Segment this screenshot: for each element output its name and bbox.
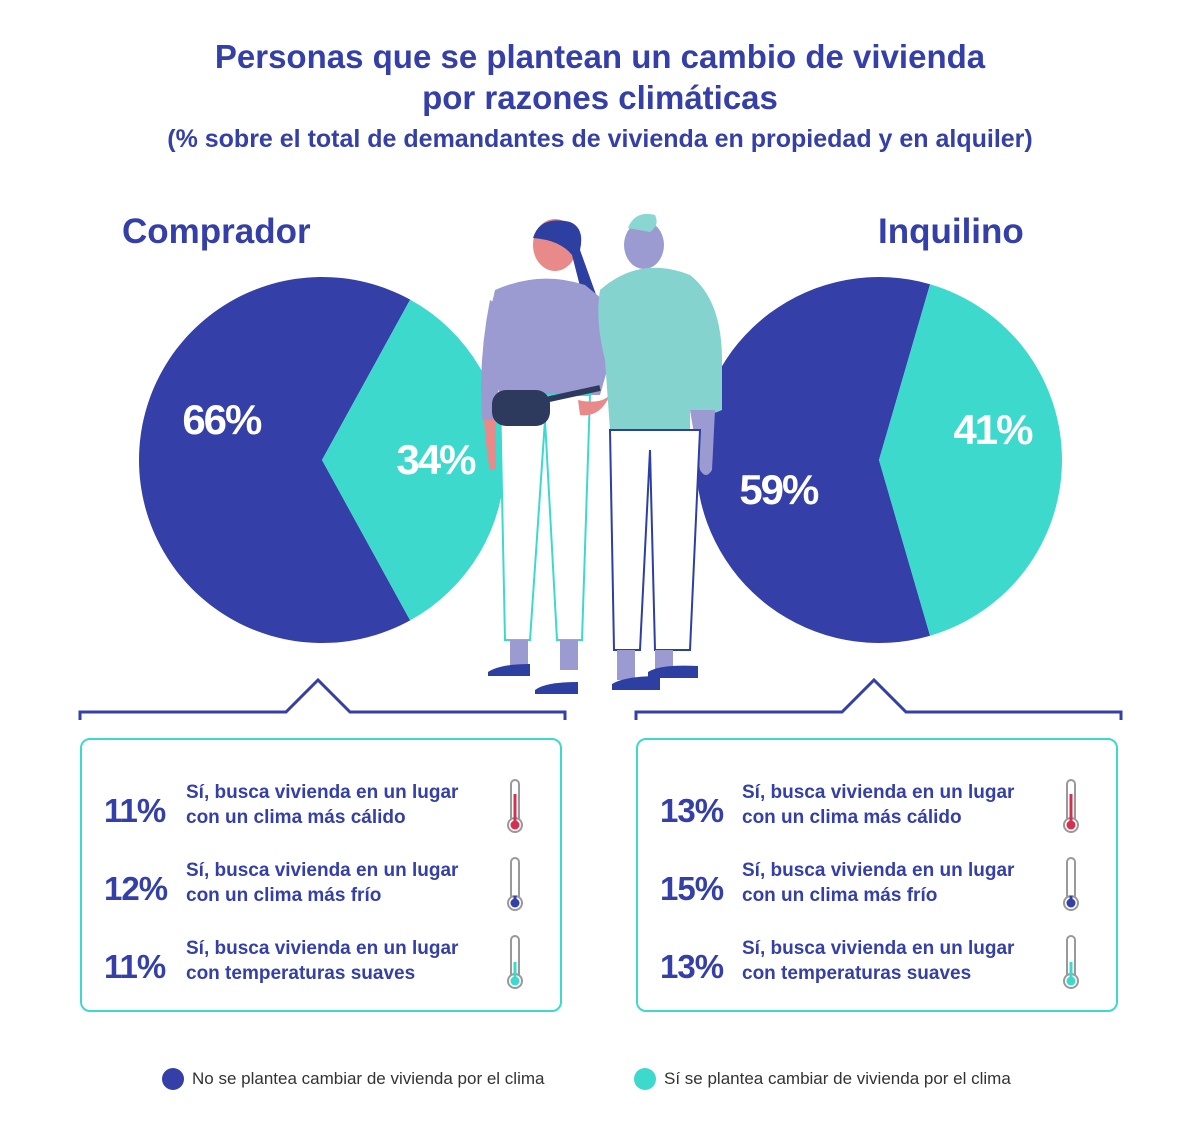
- breakdown-text-line1: Sí, busca vivienda en un lugar: [742, 938, 1015, 959]
- thermometer-cold-icon: [1060, 856, 1082, 917]
- pie-label-si: 41%: [953, 406, 1033, 453]
- breakdown-text: Sí, busca vivienda en un lugar con temper…: [742, 936, 1052, 986]
- breakdown-text-line2: con un clima más frío: [742, 885, 938, 906]
- breakdown-row: 13% Sí, busca vivienda en un lugar con tem…: [638, 934, 1116, 996]
- breakdown-text-line2: con un clima más cálido: [186, 807, 406, 828]
- bracket-inquilino: [634, 677, 1123, 720]
- thermometer-mild-icon: [504, 934, 526, 995]
- breakdown-text: Sí, busca vivienda en un lugar con un cli…: [186, 858, 496, 908]
- pie-slice-no: [696, 276, 931, 643]
- breakdown-percent: 12%: [104, 870, 168, 907]
- thermometer-warm-icon: [504, 778, 526, 839]
- person-right-illustration: [598, 213, 722, 690]
- pie-title-inquilino: Inquilino: [878, 212, 1024, 251]
- breakdown-row: 15% Sí, busca vivienda en un lugar con un …: [638, 856, 1116, 918]
- breakdown-text: Sí, busca vivienda en un lugar con un cli…: [742, 858, 1052, 908]
- thermometer-mild-icon: [1060, 934, 1082, 995]
- breakdown-text-line2: con temperaturas suaves: [186, 963, 416, 984]
- chart-title-line2: por razones climáticas: [422, 79, 778, 116]
- pie-slice-no: [139, 276, 411, 643]
- breakdown-percent: 13%: [660, 792, 724, 829]
- breakdown-text-line2: con un clima más cálido: [742, 807, 962, 828]
- breakdown-text-line2: con un clima más frío: [186, 885, 382, 906]
- breakdown-text: Sí, busca vivienda en un lugar con temper…: [186, 936, 496, 986]
- pie-label-no: 66%: [182, 396, 262, 443]
- breakdown-text-line2: con temperaturas suaves: [742, 963, 972, 984]
- breakdown-text-line1: Sí, busca vivienda en un lugar: [742, 782, 1015, 803]
- chart-title-block: Personas que se plantean un cambio de vi…: [0, 36, 1200, 156]
- breakdown-box-comprador: 11% Sí, busca vivienda en un lugar con un …: [80, 738, 562, 1012]
- pie-label-si: 34%: [396, 436, 476, 483]
- breakdown-box-inquilino: 13% Sí, busca vivienda en un lugar con un …: [636, 738, 1118, 1012]
- breakdown-row: 12% Sí, busca vivienda en un lugar con un …: [82, 856, 560, 918]
- breakdown-row: 11% Sí, busca vivienda en un lugar con un …: [82, 778, 560, 840]
- breakdown-text-line1: Sí, busca vivienda en un lugar: [186, 938, 459, 959]
- pie-slice-si: [322, 299, 506, 621]
- breakdown-text: Sí, busca vivienda en un lugar con un cli…: [742, 780, 1052, 830]
- pie-title-comprador: Comprador: [122, 212, 311, 251]
- breakdown-text-line1: Sí, busca vivienda en un lugar: [186, 860, 459, 881]
- legend-item-si: Sí se plantea cambiar de vivienda por el…: [634, 1068, 1011, 1090]
- chart-title-line1: Personas que se plantean un cambio de vi…: [214, 38, 986, 75]
- legend-item-no: No se plantea cambiar de vivienda por el…: [162, 1068, 544, 1090]
- pie-label-no: 59%: [739, 466, 819, 513]
- people-illustration: [481, 213, 722, 694]
- breakdown-row: 11% Sí, busca vivienda en un lugar con tem…: [82, 934, 560, 996]
- thermometer-cold-icon: [504, 856, 526, 917]
- legend-swatch-si: [634, 1068, 656, 1090]
- breakdown-percent: 11%: [104, 948, 166, 985]
- breakdown-percent: 15%: [660, 870, 724, 907]
- bracket-connectors: [78, 677, 1123, 720]
- bracket-comprador: [78, 677, 567, 720]
- breakdown-text-line1: Sí, busca vivienda en un lugar: [186, 782, 459, 803]
- breakdown-percent: 13%: [660, 948, 724, 985]
- breakdown-text: Sí, busca vivienda en un lugar con un cli…: [186, 780, 496, 830]
- breakdown-percent: 11%: [104, 792, 166, 829]
- breakdown-text-line1: Sí, busca vivienda en un lugar: [742, 860, 1015, 881]
- legend-swatch-no: [162, 1068, 184, 1090]
- chart-subtitle: (% sobre el total de demandantes de vivi…: [167, 125, 1033, 153]
- breakdown-row: 13% Sí, busca vivienda en un lugar con un …: [638, 778, 1116, 840]
- pie-charts: 66% 34% 59% 41%: [139, 276, 1062, 643]
- pie-slice-si: [879, 284, 1062, 636]
- thermometer-warm-icon: [1060, 778, 1082, 839]
- legend-label-si: Sí se plantea cambiar de vivienda por el…: [664, 1069, 1011, 1088]
- legend-label-no: No se plantea cambiar de vivienda por el…: [192, 1069, 545, 1088]
